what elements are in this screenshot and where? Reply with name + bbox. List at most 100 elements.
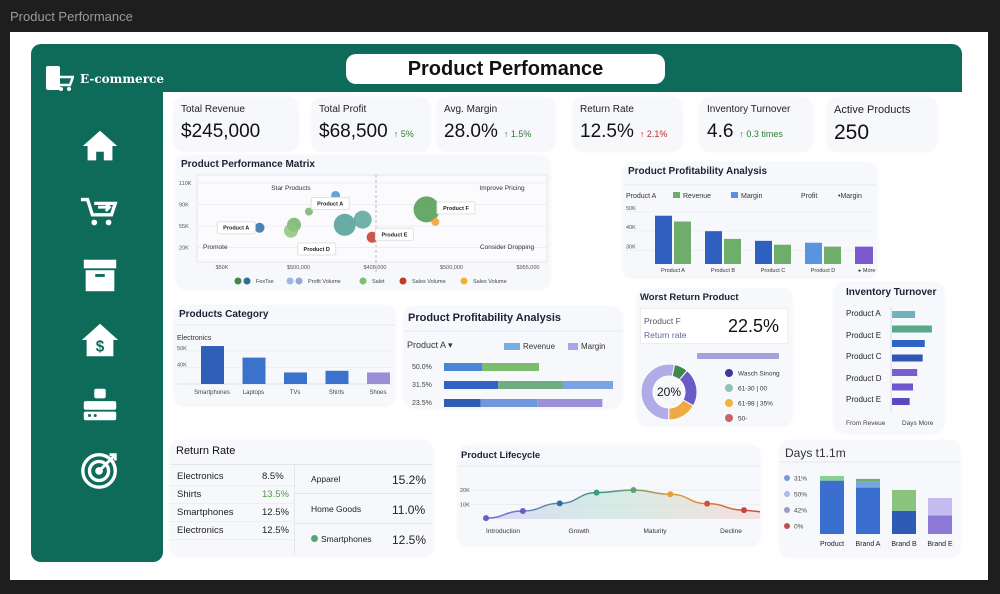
return-rate-value: 15.2% [392, 473, 427, 487]
profit1-chart: Product A Revenue Margin Profit •Margin 50K 40… [623, 184, 877, 274]
product-selector[interactable]: Product A ▾ [407, 340, 453, 350]
matrix-chart: 110K 90K 55K 20K $50K $500,000 $405,000 $500,00… [179, 174, 548, 285]
nav-server[interactable] [78, 385, 122, 425]
legend-swatch [286, 277, 294, 285]
lifecycle-chart: 20K 10K Introduction Growth Maturity Decline [458, 465, 760, 535]
kpi-number: 250 [834, 121, 870, 144]
bar-segment [537, 399, 603, 407]
nav-home[interactable] [78, 126, 122, 166]
row-divider [170, 539, 294, 540]
worst-product: Product F [644, 316, 681, 326]
label-box [436, 201, 476, 215]
quadrant-label: Consider Dropping [480, 244, 535, 251]
bar [892, 311, 916, 318]
data-point [483, 515, 489, 522]
category-card: Products Category Electronics 50K 40K Smart… [174, 305, 395, 405]
legend-swatch [460, 277, 468, 285]
return-rate-table: Electronics 8.5% Shirts 13.5% Smartphones 12.… [170, 440, 433, 555]
bar [242, 357, 266, 384]
legend-label: 50- [738, 416, 747, 423]
row-divider [170, 521, 294, 522]
window-title: Product Performance [10, 9, 133, 24]
nav-archive-box[interactable] [78, 255, 122, 295]
inventory-chart: Product A Product E Product C Product D Prod… [846, 307, 934, 427]
kpi-value: 250 [834, 121, 869, 145]
x-tick-label: Brand A [856, 541, 881, 548]
bar [892, 325, 932, 333]
row-label: Product C [846, 352, 882, 361]
legend-dot [725, 399, 733, 407]
legend-label: Sales Volume [412, 279, 446, 285]
legend-label: 0% [794, 524, 804, 531]
stage-label: Introduction [486, 528, 520, 535]
days-chart: 31% 50% 42% 0% Product Brand A Brand B Brand E [780, 461, 960, 548]
worst-value: 22.5% [727, 316, 779, 336]
category-chart: Electronics 50K 40K Smartphones Laptops TVs Sh… [174, 324, 395, 396]
x-tick-label: Product B [711, 268, 735, 274]
bar [367, 372, 390, 384]
kpi-card: Total Revenue $245,000 [174, 97, 298, 150]
return-rate-category: Smartphones [321, 534, 372, 544]
profitability-card: Product Profitability Analysis Product A… [623, 162, 877, 277]
bar-margin [705, 231, 722, 264]
return-rate-value: 11.0% [392, 503, 426, 517]
x-tick-label: $405,000 [364, 265, 387, 271]
bubble [353, 210, 372, 229]
x-tick-label: Laptops [243, 390, 264, 396]
legend-label: Sales Volume [473, 279, 507, 285]
legend-label: Wasch Sinong [738, 371, 780, 378]
house-dollar-icon: $ [81, 323, 119, 357]
kpi-card: Total Profit $68,500 ↑ 5% [312, 97, 430, 150]
bar-segment [856, 481, 880, 488]
legend-label: 50% [794, 492, 807, 499]
bar [325, 370, 349, 384]
server-icon [83, 388, 117, 421]
nav-house-dollar[interactable]: $ [78, 320, 122, 360]
legend-label: Margin [741, 193, 763, 200]
row-divider [295, 493, 433, 494]
nav-target[interactable] [78, 450, 122, 490]
x-tick-label: Brand E [927, 541, 953, 548]
legend-swatch [673, 192, 680, 198]
legend-dot [784, 491, 790, 497]
legend-label: 31% [794, 476, 807, 483]
svg-text:$: $ [96, 338, 105, 355]
row-label: 23.5% [412, 400, 432, 407]
bar-segment [928, 498, 952, 516]
bar-margin [755, 240, 772, 264]
brand-logo[interactable]: E-commerce [44, 64, 164, 94]
archive-box-icon [83, 259, 117, 292]
kpi-value: 4.6 ↑ 0.3 times [707, 121, 783, 143]
kpi-value: 28.0% ↑ 1.5% [444, 121, 531, 143]
kpi-number: $68,500 [319, 121, 388, 142]
y-tick-label: 10K [460, 503, 470, 509]
x-tick-label: $50K [216, 265, 229, 271]
row-label: Product E [846, 331, 881, 340]
bubble-label: Product E [374, 227, 414, 241]
sidebar [31, 44, 163, 562]
stage-label: Decline [720, 528, 742, 535]
x-tick-label: Brand B [891, 541, 917, 548]
legend-swatch [568, 343, 578, 350]
bar-segment [928, 515, 952, 534]
inventory-card: Inventory Turnover Product A Product E Pro… [834, 282, 944, 432]
y-tick-label: 20K [179, 246, 189, 252]
kpi-value: $68,500 ↑ 5% [319, 121, 414, 143]
data-point [630, 487, 637, 493]
return-rate-value: 8.5% [262, 471, 284, 482]
shopping-cart-icon [46, 66, 74, 91]
profit2-title: Product Profitability Analysis [408, 312, 562, 324]
bar-more [855, 246, 873, 264]
x-tick-label: Shoes [369, 390, 386, 396]
x-tick-label: Smartphones [194, 390, 230, 396]
bubble [431, 217, 440, 226]
return-rate-category: Apparel [311, 474, 341, 484]
kpi-card: Inventory Turnover 4.6 ↑ 0.3 times [700, 97, 812, 150]
row-divider [170, 503, 294, 504]
label-text: Product E [381, 232, 407, 238]
bubble [413, 196, 440, 223]
nav-cart-transfer[interactable] [78, 191, 122, 231]
kpi-label: Total Revenue [181, 104, 245, 115]
legend-label: •Margin [838, 193, 862, 200]
legend-label: Revenue [523, 342, 556, 351]
